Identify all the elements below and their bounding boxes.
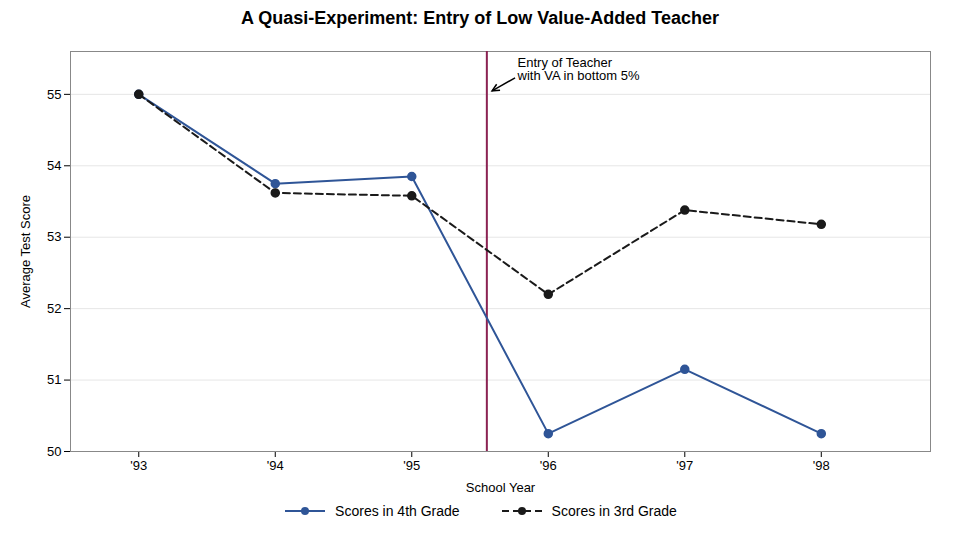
svg-text:'94: '94 [267,458,284,473]
html-text:Scores in 3rd Grade: Scores in 3rd Grade [551,503,677,519]
svg-text:'96: '96 [540,458,557,473]
svg-text:52: 52 [47,301,61,316]
svg-text:School Year: School Year [466,480,536,495]
svg-text:51: 51 [47,372,61,387]
svg-text:'98: '98 [813,458,830,473]
svg-text:50: 50 [47,444,61,459]
svg-text:Entry of Teacherwith VA in bot: Entry of Teacherwith VA in bottom 5% [517,55,640,83]
svg-text:'97: '97 [676,458,693,473]
svg-text:54: 54 [47,158,61,173]
svg-text:Average Test Score: Average Test Score [18,195,33,308]
svg-text:53: 53 [47,229,61,244]
svg-text:55: 55 [47,87,61,102]
svg-text:'93: '93 [130,458,147,473]
html-text:Scores in 4th Grade: Scores in 4th Grade [335,503,460,519]
html-text:A Quasi-Experiment: Entry of L: A Quasi-Experiment: Entry of Low Value-A… [241,8,719,28]
svg-text:'95: '95 [403,458,420,473]
